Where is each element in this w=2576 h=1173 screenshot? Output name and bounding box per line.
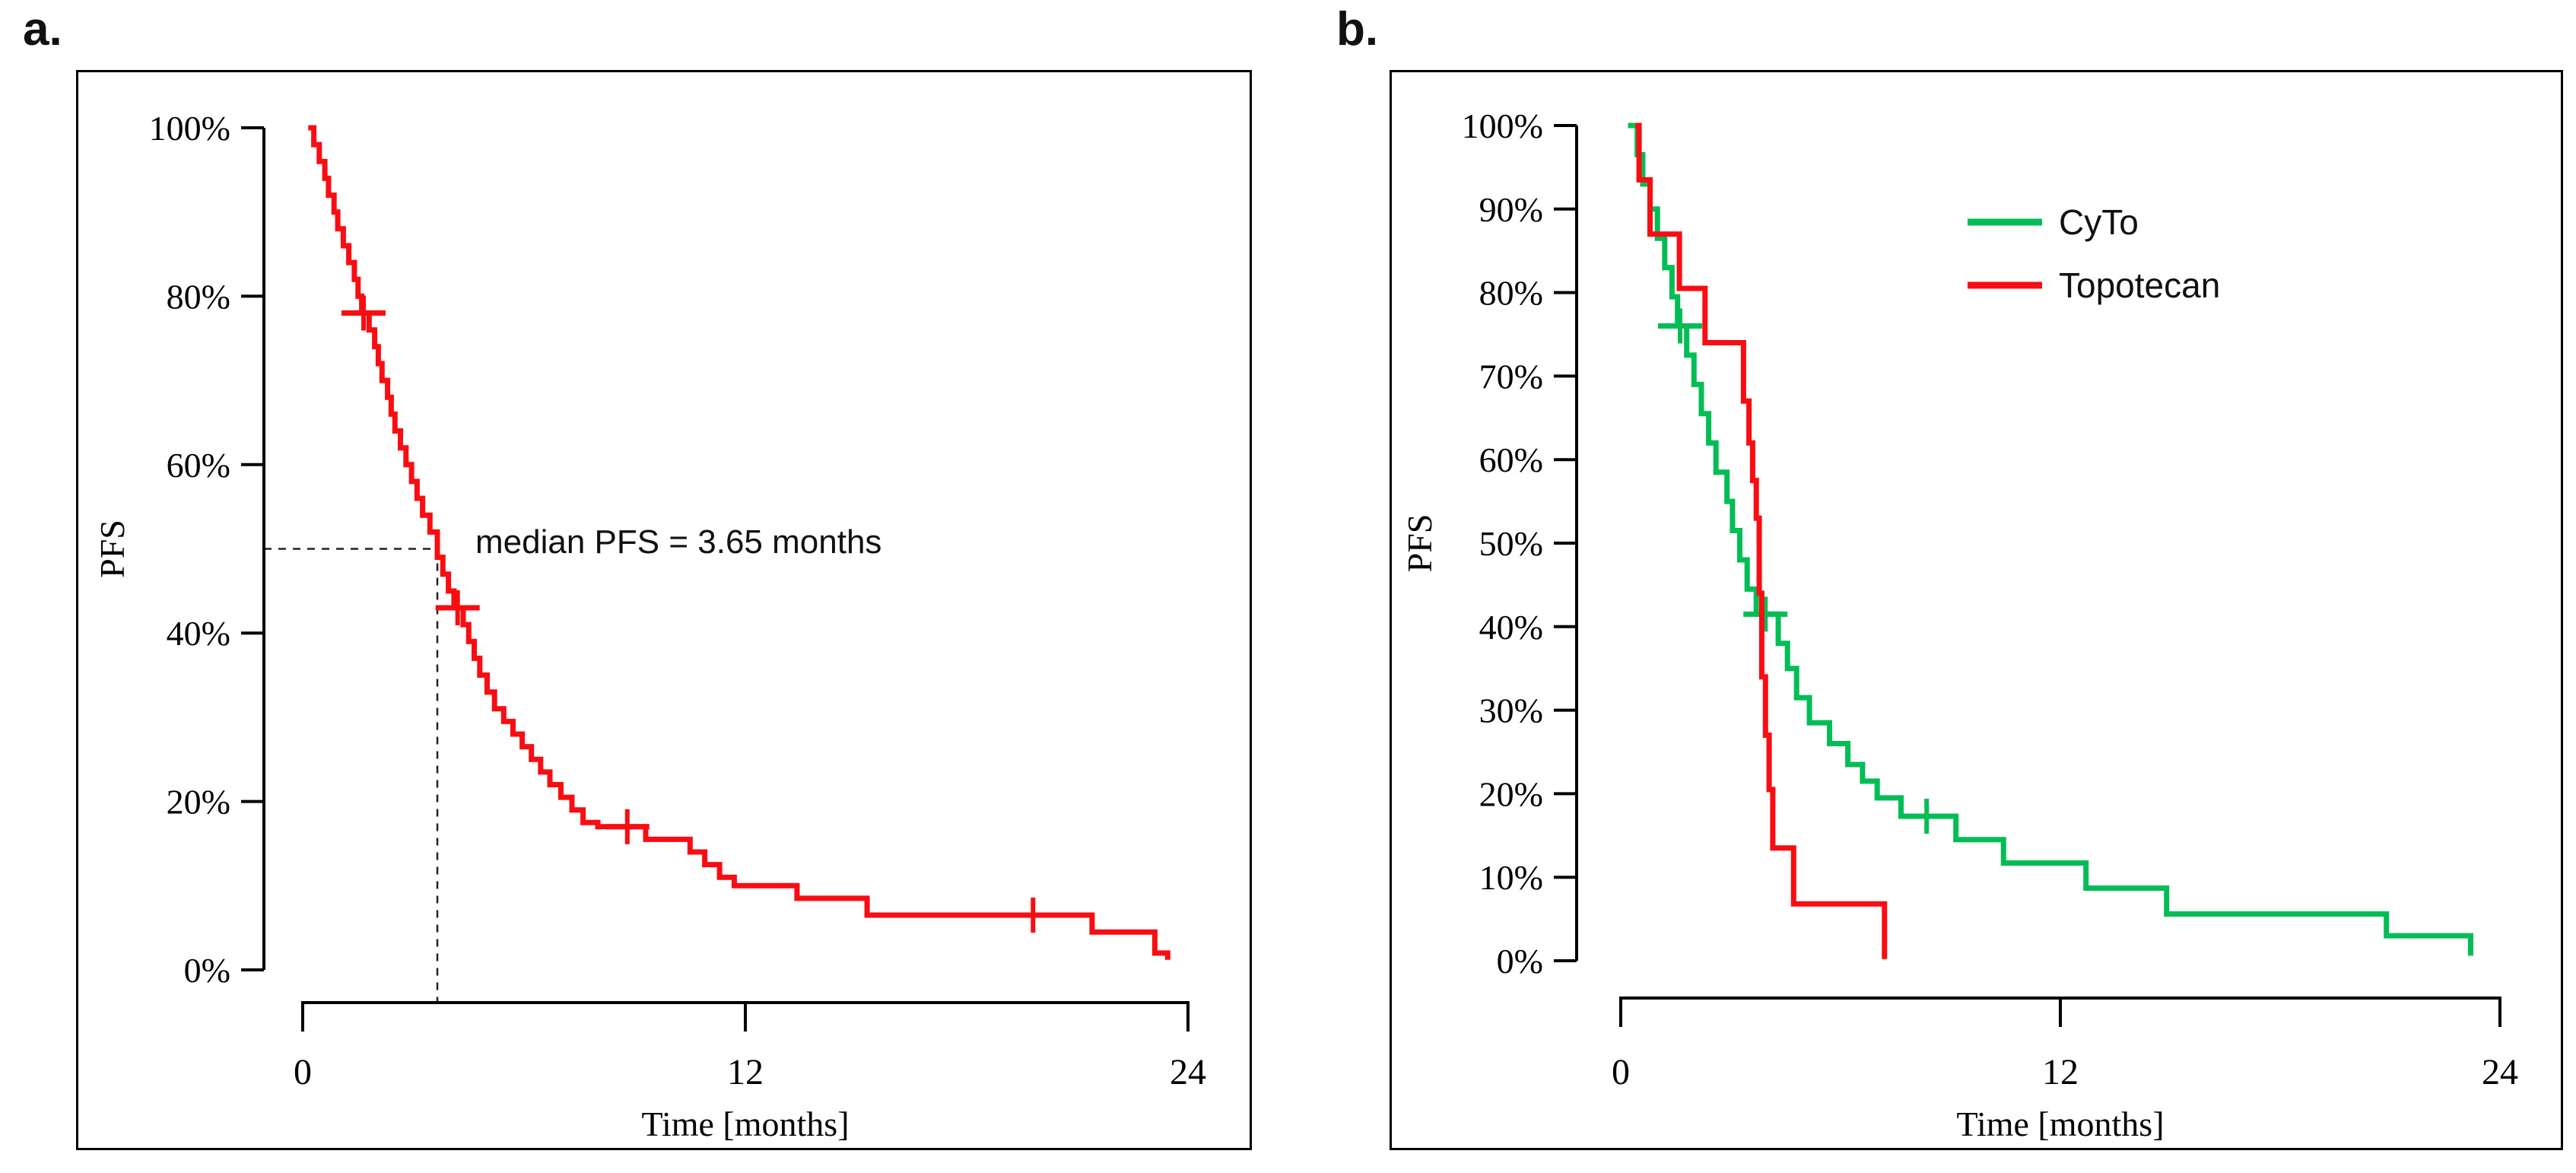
median-annotation: median PFS = 3.65 months (475, 523, 881, 561)
y-tick-label: 50% (1479, 524, 1543, 563)
legend-label-cyto: CyTo (2059, 202, 2139, 242)
censor-mark-cyto (1658, 308, 1703, 344)
y-axis: 100% 90% 80% 70% 60% 50% 40% 30% 20% 10% 0% (1462, 106, 1578, 981)
y-tick-label: 80% (1479, 274, 1543, 313)
y-axis-title: PFS (93, 520, 132, 578)
y-tick-label: 0% (1497, 942, 1543, 981)
y-tick-label: 70% (1479, 357, 1543, 396)
km-chart-a: median PFS = 3.65 months 100% 80% 60% 40% 20%… (93, 109, 1206, 1143)
y-tick-label: 40% (167, 614, 230, 653)
censor-mark-pfs (605, 809, 650, 844)
y-tick-label: 80% (167, 277, 230, 316)
censor-mark-cyto (1904, 799, 1949, 834)
x-axis-title: Time [months] (641, 1105, 849, 1143)
censor-mark-pfs (341, 295, 386, 331)
x-axis-title: Time [months] (1956, 1105, 2164, 1143)
y-tick-label: 40% (1479, 608, 1543, 647)
y-tick-label: 90% (1479, 190, 1543, 229)
x-tick-label: 24 (1170, 1052, 1206, 1092)
x-tick-label: 12 (727, 1052, 764, 1092)
y-tick-label: 20% (1479, 774, 1543, 813)
y-tick-label: 60% (167, 446, 230, 485)
panel-b-box: 100% 90% 80% 70% 60% 50% 40% 30% 20% 10% 0% PFS 0 12 2… (1390, 70, 2563, 1150)
x-tick-label: 0 (294, 1052, 312, 1092)
x-axis: 0 12 24 (1612, 997, 2518, 1092)
km-curve-pfs (308, 125, 1170, 960)
y-tick-label: 20% (167, 783, 230, 822)
y-tick-label: 0% (184, 951, 230, 990)
km-curve-topotecan (1635, 122, 1888, 959)
y-tick-label: 100% (1462, 106, 1543, 145)
y-tick-label: 10% (1479, 858, 1543, 897)
km-curve-cyto (1628, 122, 2473, 956)
legend-label-topotecan: Topotecan (2059, 265, 2220, 305)
legend: CyTo Topotecan (1968, 202, 2220, 305)
km-chart-b: 100% 90% 80% 70% 60% 50% 40% 30% 20% 10% 0% PFS 0 12 2… (1400, 106, 2518, 1143)
panel-b-letter: b. (1336, 3, 1379, 56)
x-axis: 0 12 24 (294, 1001, 1206, 1092)
censor-mark-pfs (435, 590, 480, 625)
x-tick-label: 24 (2482, 1052, 2518, 1092)
x-tick-label: 12 (2042, 1052, 2079, 1092)
y-axis: 100% 80% 60% 40% 20% 0% (149, 109, 265, 990)
x-tick-label: 0 (1612, 1052, 1630, 1092)
y-tick-label: 100% (149, 109, 230, 148)
y-axis-title: PFS (1400, 514, 1439, 573)
panel-a-box: median PFS = 3.65 months 100% 80% 60% 40% 20%… (76, 70, 1252, 1150)
y-tick-label: 60% (1479, 440, 1543, 479)
panel-a-letter: a. (23, 3, 62, 56)
censor-mark-cyto (1743, 596, 1788, 632)
y-tick-label: 30% (1479, 691, 1543, 730)
censor-mark-pfs (1011, 898, 1056, 933)
